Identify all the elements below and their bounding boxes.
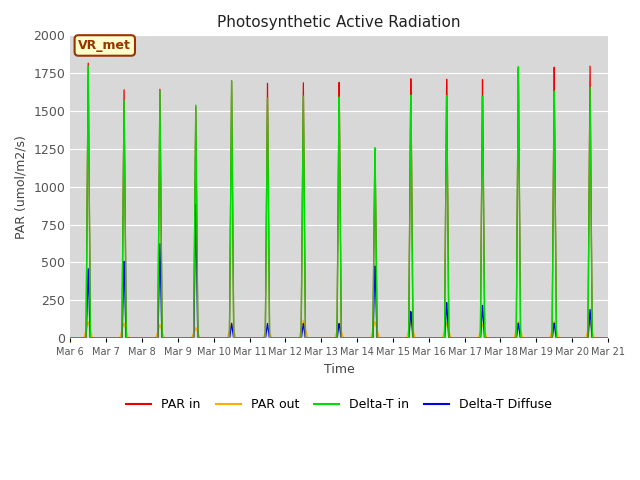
Legend: PAR in, PAR out, Delta-T in, Delta-T Diffuse: PAR in, PAR out, Delta-T in, Delta-T Dif… (122, 393, 557, 416)
Text: VR_met: VR_met (78, 39, 131, 52)
Y-axis label: PAR (umol/m2/s): PAR (umol/m2/s) (15, 135, 28, 239)
X-axis label: Time: Time (324, 363, 355, 376)
Title: Photosynthetic Active Radiation: Photosynthetic Active Radiation (218, 15, 461, 30)
